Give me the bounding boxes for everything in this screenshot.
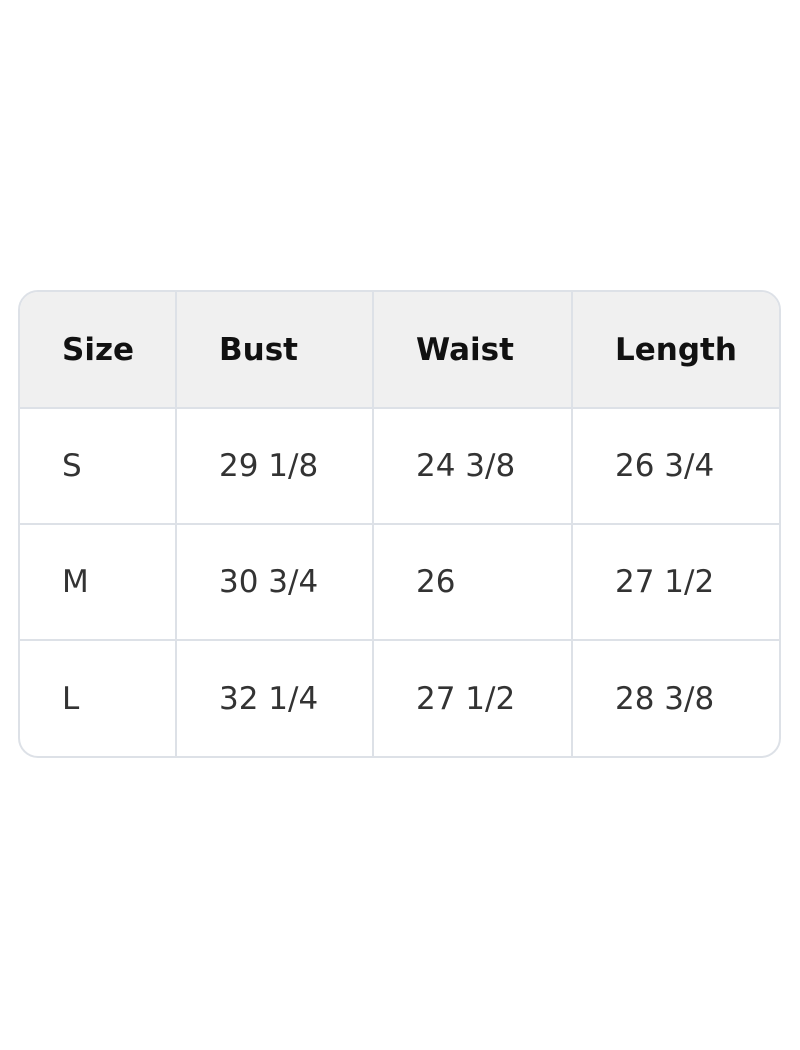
table-row: L 32 1/4 27 1/2 28 3/8 <box>20 640 779 756</box>
cell-size: S <box>20 408 177 525</box>
cell-waist: 26 <box>373 524 573 641</box>
cell-length: 28 3/8 <box>615 680 715 717</box>
cell-size: M <box>20 524 177 641</box>
size-chart-table: Size Bust Waist Length S 29 1/8 24 3/8 2… <box>18 290 781 758</box>
cell-bust: 30 3/4 <box>176 524 374 641</box>
header-size: Size <box>20 292 177 409</box>
cell-bust: 32 1/4 <box>176 640 374 756</box>
header-row: Size Bust Waist Length <box>20 292 779 409</box>
header-bust: Bust <box>176 292 374 409</box>
cell-length: 27 1/2 <box>572 524 779 641</box>
cell-size: L <box>20 640 177 756</box>
header-length: Length <box>572 292 779 409</box>
header-waist: Waist <box>373 292 573 409</box>
cell-bust: 29 1/8 <box>176 408 374 525</box>
table-row: M 30 3/4 26 27 1/2 <box>20 524 779 641</box>
cell-length: 26 3/4 <box>572 408 779 525</box>
cell-waist: 27 1/2 <box>373 640 573 756</box>
table-row: S 29 1/8 24 3/8 26 3/4 <box>20 408 779 525</box>
cell-waist: 24 3/8 <box>373 408 573 525</box>
